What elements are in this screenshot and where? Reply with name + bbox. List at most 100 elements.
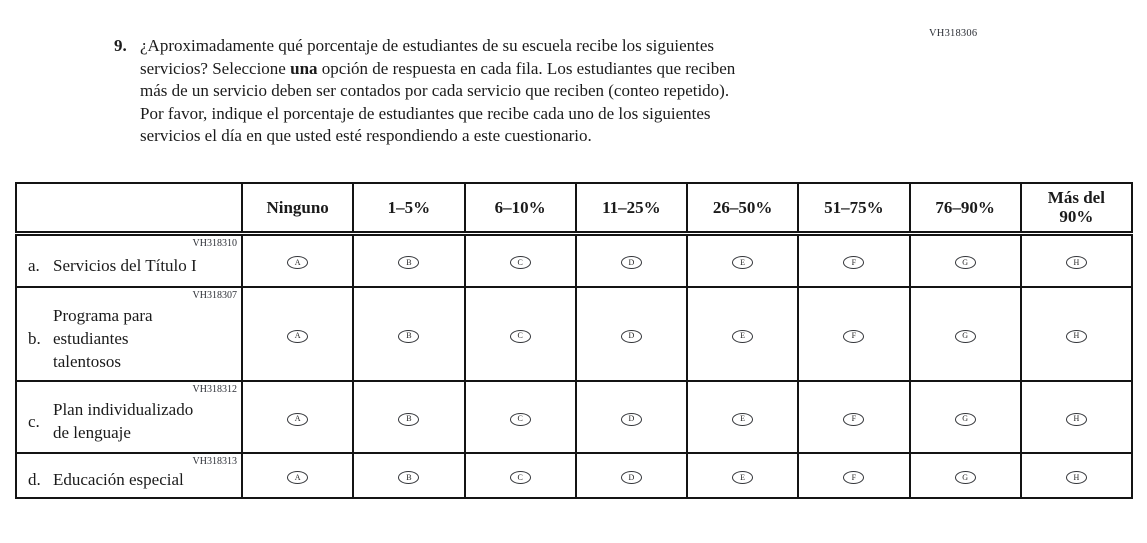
answer-bubble-h[interactable]: H [1065,412,1087,426]
row-label-cell: VH318312 c. Plan individualizado de lengua… [15,380,243,454]
answer-bubble-e[interactable]: E [732,256,754,270]
answer-bubble-d[interactable]: D [620,329,642,343]
answer-bubble-g[interactable]: G [954,329,976,343]
row-item-code: VH318313 [192,456,237,467]
option-cell: H [1019,232,1134,288]
option-cell: E [685,452,800,499]
answer-bubble-d[interactable]: D [620,256,642,270]
answer-bubble-c[interactable]: C [509,256,531,270]
row-label-text: Plan individualizado de lenguaje [53,400,194,442]
option-cell: G [908,452,1022,499]
table-row: VH318307 b. Programa para estudiantes tale… [15,286,1134,382]
row-label: d. Educación especial [17,468,241,495]
table-row: VH318310 a. Servicios del Título I A B C D E F G H [15,232,1134,288]
row-item-code: VH318310 [192,237,237,249]
column-header: Ninguno [240,182,355,236]
answer-bubble-f[interactable]: F [843,471,865,484]
column-header: 26–50% [685,182,800,236]
option-cell: E [685,380,800,454]
row-item-code: VH318312 [192,384,237,395]
option-cell: A [240,232,355,288]
row-letter: d. [28,470,41,489]
answer-bubble-h[interactable]: H [1065,329,1087,343]
row-label-cell: VH318307 b. Programa para estudiantes tale… [15,286,243,382]
option-cell: B [352,232,466,288]
answer-bubble-a[interactable]: A [287,471,309,484]
table-body: VH318310 a. Servicios del Título I A B C D E F G H… [15,232,1134,499]
row-label-text: Servicios del Título I [53,256,197,275]
answer-bubble-a[interactable]: A [287,256,309,270]
row-item-code: VH318307 [192,290,237,301]
column-header: Más del 90% [1019,182,1134,236]
option-cell: G [908,380,1022,454]
answer-bubble-f[interactable]: F [843,412,865,426]
answer-bubble-g[interactable]: G [954,412,976,426]
option-cell: G [908,286,1022,382]
option-cell: A [240,286,355,382]
answer-bubble-h[interactable]: H [1065,471,1087,484]
row-label-cell: VH318310 a. Servicios del Título I [15,232,243,288]
option-cell: B [352,286,466,382]
option-cell: F [797,452,911,499]
question-number: 9. [114,36,127,55]
option-cell: F [797,232,911,288]
answer-bubble-f[interactable]: F [843,256,865,270]
answer-bubble-e[interactable]: E [732,471,754,484]
option-cell: E [685,286,800,382]
corner-cell [15,182,243,236]
option-cell: A [240,452,355,499]
question-line: servicios? Seleccione una opción de resp… [140,58,736,78]
answer-bubble-a[interactable]: A [287,329,309,343]
row-letter: b. [28,328,41,348]
option-cell: E [685,232,800,288]
answer-bubble-a[interactable]: A [287,412,309,426]
option-cell: H [1019,286,1134,382]
answer-bubble-b[interactable]: B [398,412,420,426]
answer-bubble-c[interactable]: C [509,329,531,343]
answer-bubble-d[interactable]: D [620,471,642,484]
option-cell: D [574,232,689,288]
question-block: 9. ¿Aproximadamente qué porcentaje de es… [114,35,735,148]
row-label-text: Programa para estudiantes talentosos [53,305,153,371]
response-grid: Ninguno 1–5% 6–10% 11–25% 26–50% 51–75% 76–90%… [15,182,1134,499]
option-cell: D [574,452,689,499]
question-line: más de un servicio deben ser contados po… [140,81,730,100]
option-cell: H [1019,452,1134,499]
option-cell: B [352,452,466,499]
table-row: VH318312 c. Plan individualizado de lengua… [15,380,1134,454]
answer-bubble-b[interactable]: B [398,256,420,270]
question-line: Por favor, indique el porcentaje de estu… [140,103,711,123]
column-header: 11–25% [574,182,689,236]
option-cell: H [1019,380,1134,454]
option-cell: A [240,380,355,454]
option-cell: G [908,232,1022,288]
question-line: servicios el día en que usted esté respo… [140,126,592,145]
answer-bubble-b[interactable]: B [398,471,420,484]
answer-bubble-e[interactable]: E [732,412,754,426]
question-text: ¿Aproximadamente qué porcentaje de estud… [140,35,735,148]
answer-bubble-c[interactable]: C [509,471,531,484]
option-cell: D [574,286,689,382]
answer-bubble-g[interactable]: G [954,256,976,270]
answer-bubble-b[interactable]: B [398,329,420,343]
option-cell: C [463,452,577,499]
option-cell: B [352,380,466,454]
answer-bubble-g[interactable]: G [954,471,976,484]
table-row: VH318313 d. Educación especial A B C D E F G H [15,452,1134,499]
answer-bubble-e[interactable]: E [732,329,754,343]
option-cell: C [463,232,577,288]
row-label: b. Programa para estudiantes talentosos [17,302,241,378]
answer-bubble-c[interactable]: C [509,412,531,426]
row-letter: a. [28,256,40,275]
answer-bubble-d[interactable]: D [620,412,642,426]
column-header: 1–5% [352,182,466,236]
row-label-cell: VH318313 d. Educación especial [15,452,243,499]
column-header: 76–90% [908,182,1022,236]
column-header: 6–10% [463,182,577,236]
answer-bubble-f[interactable]: F [843,329,865,343]
option-cell: C [463,380,577,454]
row-label: c. Plan individualizado de lenguaje [17,396,241,450]
answer-bubble-h[interactable]: H [1065,256,1087,270]
row-label: a. Servicios del Título I [17,250,241,286]
